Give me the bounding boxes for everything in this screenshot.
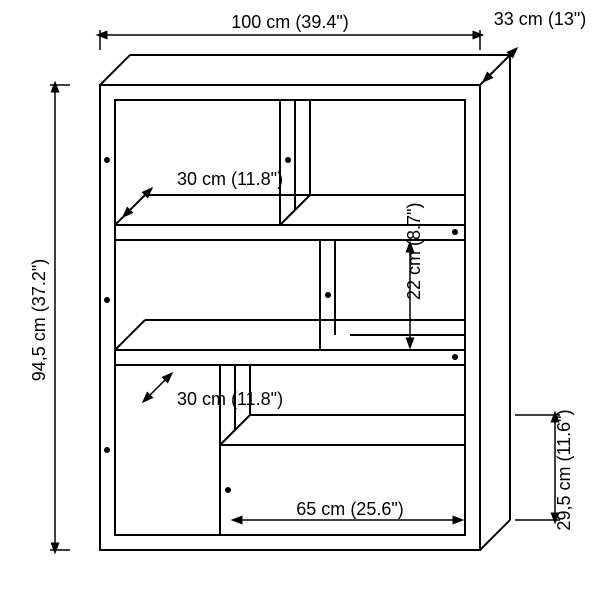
compartment-height-label: 22 cm: [404, 251, 424, 300]
depth-label: 33 cm: [494, 9, 543, 29]
svg-text:30 cm (11.8"): 30 cm (11.8"): [177, 169, 283, 189]
svg-text:94,5 cm (37.2"): 94,5 cm (37.2"): [29, 259, 49, 381]
furniture-outline: [100, 55, 510, 550]
svg-text:65 cm (25.6"): 65 cm (25.6"): [296, 499, 403, 519]
dimension-annotations: 100 cm (39.4") 33 cm (13") 94,5 cm (37.2…: [29, 9, 586, 550]
depth-label-in: (13"): [548, 9, 586, 29]
shelf-depth-lower-label: 30 cm: [177, 389, 226, 409]
height-label-in: (37.2"): [29, 259, 49, 312]
svg-text:22 cm (8.7"): 22 cm (8.7"): [404, 203, 424, 300]
svg-text:33 cm (13"): 33 cm (13"): [494, 9, 586, 29]
bottom-height-label: 29,5 cm: [554, 467, 574, 531]
width-label-in: (39.4"): [295, 12, 348, 32]
shelf-depth-lower-in: (11.8"): [231, 389, 283, 409]
dimension-diagram: 100 cm (39.4") 33 cm (13") 94,5 cm (37.2…: [0, 0, 600, 600]
svg-text:29,5 cm (11.6"): 29,5 cm (11.6"): [554, 409, 574, 530]
compartment-height-in: (8.7"): [404, 203, 424, 246]
width-label: 100 cm: [231, 12, 290, 32]
bottom-width-in: (25.6"): [350, 499, 403, 519]
shelf-depth-upper-in: (11.8"): [231, 169, 283, 189]
svg-text:100 cm (39.4"): 100 cm (39.4"): [231, 12, 348, 32]
bottom-height-in: (11.6"): [554, 409, 574, 461]
bottom-width-label: 65 cm: [296, 499, 345, 519]
height-label: 94,5 cm: [29, 317, 49, 381]
svg-text:30 cm (11.8"): 30 cm (11.8"): [177, 389, 283, 409]
shelf-depth-upper-label: 30 cm: [177, 169, 226, 189]
